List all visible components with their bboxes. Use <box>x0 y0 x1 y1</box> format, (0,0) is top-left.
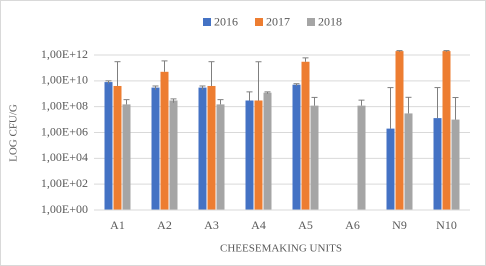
bar <box>301 61 310 211</box>
bar <box>254 100 263 210</box>
bar <box>451 119 460 210</box>
bar <box>433 118 442 210</box>
x-axis-label: CHEESEMAKING UNITS <box>220 243 342 255</box>
legend-swatch <box>255 18 263 26</box>
legend-label: 2018 <box>318 14 342 28</box>
x-tick-label: N9 <box>392 218 407 232</box>
x-tick-label: A3 <box>204 218 219 232</box>
bar <box>395 51 404 210</box>
x-tick-label: N10 <box>436 218 457 232</box>
bar <box>404 113 413 210</box>
y-tick-label: 1,00E+10 <box>41 73 88 87</box>
x-tick-label: A1 <box>110 218 125 232</box>
x-tick-label: A6 <box>345 218 360 232</box>
bar <box>263 92 272 210</box>
bar <box>207 85 216 210</box>
x-tick-label: A5 <box>298 218 313 232</box>
legend-swatch <box>307 18 315 26</box>
bar <box>310 105 319 210</box>
x-tick-label: A2 <box>157 218 172 232</box>
bar <box>216 104 225 210</box>
legend-swatch <box>203 18 211 26</box>
bar <box>169 100 178 210</box>
y-tick-label: 1,00E+00 <box>41 202 88 216</box>
y-axis-label: LOG CFU/G <box>8 104 20 162</box>
x-tick-label: A4 <box>251 218 266 232</box>
bar <box>292 84 301 210</box>
y-tick-label: 1,00E+04 <box>41 150 88 164</box>
bar <box>122 104 131 210</box>
bar <box>160 71 169 211</box>
y-tick-label: 1,00E+02 <box>41 176 88 190</box>
bar <box>245 100 254 210</box>
bar <box>442 51 451 210</box>
legend-label: 2016 <box>214 14 238 28</box>
bar <box>198 87 207 210</box>
legend-label: 2017 <box>266 14 290 28</box>
bar <box>113 85 122 210</box>
y-tick-label: 1,00E+08 <box>41 98 88 112</box>
bar <box>104 82 113 210</box>
y-tick-label: 1,00E+12 <box>41 47 88 61</box>
y-tick-label: 1,00E+06 <box>41 124 88 138</box>
bar <box>151 87 160 210</box>
bar <box>386 128 395 210</box>
bar <box>357 105 366 210</box>
